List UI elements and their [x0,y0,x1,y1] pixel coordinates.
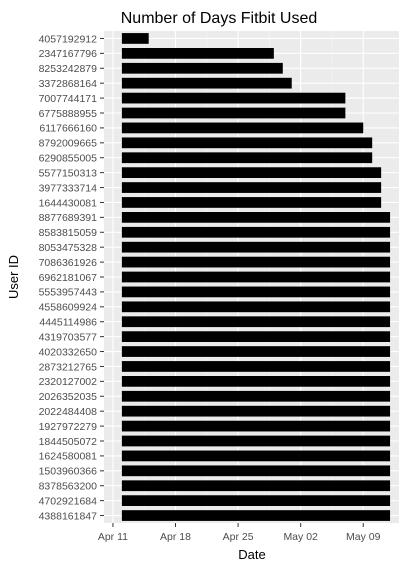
bar [121,92,346,104]
bar [121,331,391,343]
bar [121,480,391,492]
y-axis-title: User ID [6,255,21,299]
bar [121,405,391,417]
y-tick-label: 8877689391 [39,212,98,224]
y-tick-label: 4319703577 [39,331,98,343]
y-tick-label: 1844505072 [39,436,98,448]
y-tick-label: 4702921684 [39,495,98,507]
bar [121,375,391,387]
bar [121,137,373,149]
y-tick-label: 1927972279 [39,421,98,433]
bar [121,62,283,74]
x-tick-label: May 02 [283,531,318,543]
bar [121,122,364,134]
y-tick-label: 3372868164 [39,78,98,90]
y-tick-label: 4020332650 [39,346,98,358]
x-tick-label: Apr 25 [223,531,254,543]
y-tick-label: 4558609924 [39,302,98,314]
x-axis: Apr 11 Apr 18 Apr 25 May 02 May 09 [98,523,381,543]
bar [121,182,382,193]
x-axis-title: Date [238,547,265,562]
bar [121,316,391,328]
bar [121,77,292,89]
y-tick-label: 4057192912 [39,33,98,45]
y-tick-label: 6290855005 [39,153,98,165]
bar [121,420,391,432]
y-tick-label: 1624580081 [39,451,98,463]
bar [121,271,391,283]
y-tick-label: 1503960366 [39,466,98,478]
y-tick-label: 3977333714 [39,182,98,194]
bar [121,197,382,208]
bars [121,33,391,521]
bar [121,107,346,119]
x-tick-label: Apr 18 [160,531,191,543]
bar [121,301,391,313]
y-tick-label: 2347167796 [39,48,98,60]
y-tick-label: 8378563200 [39,481,98,493]
y-tick-label: 8792009665 [39,138,98,150]
bar [121,510,391,521]
bar [121,33,149,44]
y-tick-label: 8053475328 [39,242,98,254]
y-tick-label: 6962181067 [39,272,98,284]
y-tick-label: 1644430081 [39,197,98,209]
bar [121,286,391,298]
bar [121,211,391,223]
x-tick-label: May 09 [346,531,381,543]
x-tick-label: Apr 11 [98,531,128,543]
chart-title: Number of Days Fitbit Used [121,10,318,27]
y-tick-label: 7007744171 [39,93,98,105]
y-tick-label: 4388161847 [39,510,98,522]
y-tick-label: 6117666160 [39,123,97,135]
bar [121,256,391,268]
y-tick-label: 7086361926 [39,257,98,269]
y-tick-label: 2873212765 [39,361,98,373]
bar [121,450,391,462]
bar [121,346,391,357]
y-tick-label: 2026352035 [39,391,98,403]
y-tick-label: 8253242879 [39,63,98,75]
y-tick-label: 4445114986 [39,317,97,329]
bar [121,47,274,59]
y-tick-label: 6775888955 [39,108,98,120]
bar [121,435,391,447]
bar [121,390,391,402]
y-tick-label: 8583815059 [39,227,98,239]
y-axis: 4057192912 2347167796 8253242879 3372868164… [39,33,104,522]
bar [121,152,373,164]
bar [121,226,391,238]
y-tick-label: 2320127002 [39,376,98,388]
bar [121,167,382,179]
y-tick-label: 2022484408 [39,406,98,418]
bar [121,465,391,477]
y-tick-label: 5577150313 [39,167,98,179]
bar [121,495,391,507]
bar [121,241,391,253]
y-tick-label: 5553957443 [39,287,98,299]
bar [121,361,391,372]
